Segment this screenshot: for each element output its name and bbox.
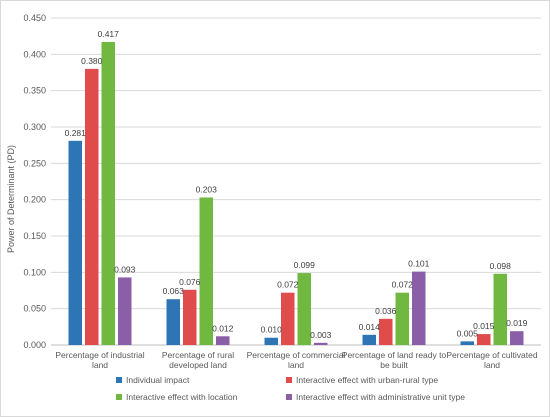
- data-label: 0.417: [98, 29, 120, 39]
- data-label: 0.099: [294, 260, 316, 270]
- gridlines: [51, 17, 541, 346]
- bar: [314, 342, 328, 345]
- bar: [101, 41, 115, 345]
- data-label: 0.010: [261, 325, 283, 335]
- x-tick-label: Percentage of commercial: [247, 350, 346, 360]
- data-label: 0.098: [490, 261, 512, 271]
- data-label: 0.019: [506, 318, 528, 328]
- bar: [297, 273, 311, 345]
- legend: Individual impact Interactive effect with…: [116, 375, 465, 402]
- bar: [166, 299, 180, 345]
- data-label: 0.072: [277, 280, 299, 290]
- x-tick-label: Percentage of industrial: [55, 350, 144, 360]
- legend-swatch: [116, 394, 122, 400]
- y-tick-label: 0.150: [23, 231, 46, 241]
- y-tick-label: 0.350: [23, 86, 46, 96]
- data-label: 0.005: [457, 328, 479, 338]
- bar: [216, 336, 230, 345]
- x-tick-label: land: [484, 360, 500, 370]
- legend-label: Interactive effect with location: [126, 392, 238, 402]
- data-label: 0.012: [212, 323, 234, 333]
- data-label: 0.101: [408, 259, 430, 269]
- data-label: 0.036: [375, 306, 397, 316]
- legend-label: Interactive effect with administrative u…: [296, 392, 465, 402]
- x-tick-label: Percentage of cultivated: [446, 350, 537, 360]
- bar: [493, 273, 507, 345]
- y-tick-label: 0.200: [23, 195, 46, 205]
- y-axis-title: Power of Determinant (PD): [6, 145, 16, 253]
- y-tick-label: 0.000: [23, 340, 46, 350]
- data-label: 0.380: [81, 56, 103, 66]
- bar: [183, 289, 197, 345]
- bars: [68, 41, 524, 345]
- x-tick-label: land: [288, 360, 304, 370]
- bar: [510, 331, 524, 345]
- data-label: 0.076: [179, 277, 201, 287]
- bar: [281, 292, 295, 345]
- bar: [379, 318, 393, 345]
- x-tick-label: Percentage of land ready to: [342, 350, 447, 360]
- legend-swatch: [286, 377, 292, 383]
- bar: [477, 334, 491, 345]
- bar: [362, 334, 376, 345]
- legend-swatch: [286, 394, 292, 400]
- data-label: 0.281: [65, 128, 87, 138]
- legend-swatch: [116, 377, 122, 383]
- data-label: 0.093: [114, 264, 136, 274]
- x-tick-label: Percentage of rural: [162, 350, 234, 360]
- bar: [85, 68, 99, 345]
- bar: [264, 337, 278, 345]
- data-label: 0.203: [196, 184, 218, 194]
- bar: [68, 140, 82, 345]
- x-tick-label: land: [92, 360, 108, 370]
- y-tick-label: 0.050: [23, 304, 46, 314]
- bar: [412, 271, 426, 345]
- y-tick-label: 0.400: [23, 49, 46, 59]
- legend-label: Individual impact: [126, 375, 190, 385]
- x-tick-label: developed land: [169, 360, 227, 370]
- data-label: 0.014: [359, 322, 381, 332]
- bar: [395, 292, 409, 345]
- bar: [199, 197, 213, 345]
- y-tick-label: 0.100: [23, 267, 46, 277]
- y-axis-ticks: 0.000 0.050 0.100 0.150 0.200 0.250 0.300 0.350…: [23, 13, 46, 350]
- data-labels: 0.281 0.063 0.010 0.014 0.005 0.380 0.076 0.072…: [65, 29, 528, 340]
- bar: [460, 341, 474, 345]
- y-tick-label: 0.250: [23, 158, 46, 168]
- y-tick-label: 0.300: [23, 122, 46, 132]
- x-tick-label: be built: [380, 360, 408, 370]
- bar: [118, 277, 132, 345]
- data-label: 0.015: [473, 321, 495, 331]
- data-label: 0.063: [163, 286, 185, 296]
- data-label: 0.072: [392, 280, 414, 290]
- y-tick-label: 0.450: [23, 13, 46, 23]
- legend-label: Interactive effect with urban-rural type: [296, 375, 438, 385]
- data-label: 0.003: [310, 330, 332, 340]
